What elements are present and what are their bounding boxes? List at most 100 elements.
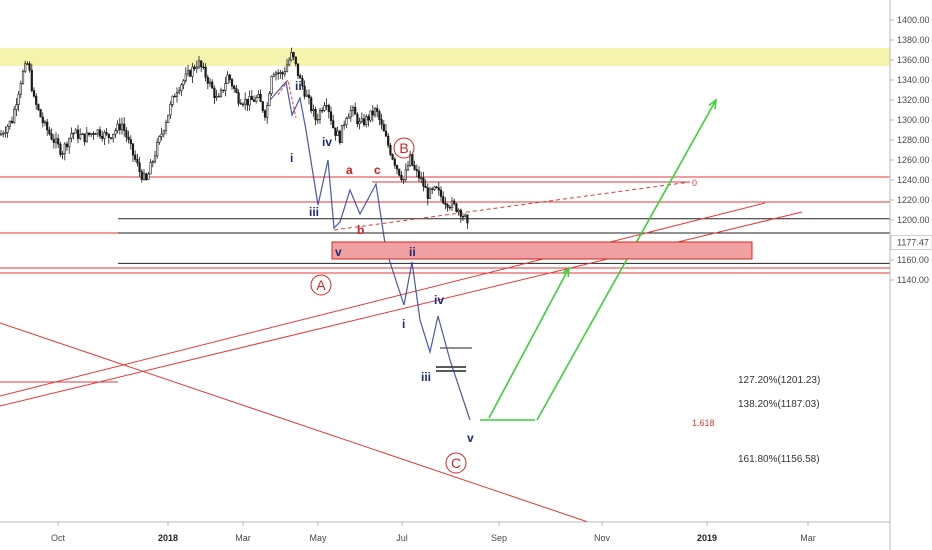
candle-body [61,153,64,155]
fib-label-1382: 138.20%(1187.03) [738,399,820,410]
candle-body [134,154,137,160]
candle-body [325,105,328,107]
candle-body [182,80,185,86]
wave-label-i-mid: i [402,317,405,331]
zone-label: 1.618 [692,418,715,428]
candle-body [327,105,330,113]
wave-label-ii-top: ii [295,79,302,93]
candle-body [332,120,335,129]
wave-A: A [310,274,332,296]
y-tick-label: 1320.00 [897,95,930,105]
candle-body [457,209,460,212]
candle-body [248,96,251,106]
y-tick-label: 1140.00 [897,275,929,285]
candle-body [266,105,269,118]
y-tick-label: 1340.00 [897,75,930,85]
x-axis-ticks: Oct 2018 Mar May Jul Sep Nov 2019 Mar [51,522,816,543]
candle-body [303,85,306,97]
wave-path [269,80,471,421]
candle-body [354,107,357,115]
candle-body [140,171,143,180]
candle-body [316,119,319,121]
candle-body [437,187,440,191]
candle-body [167,114,170,123]
candle-body [145,173,148,180]
candle-body [290,52,293,61]
candle-body [206,77,209,84]
candle-body [398,168,401,176]
candle-body [153,155,157,162]
candle-body [8,120,11,127]
candle-body [105,132,108,135]
candle-body [395,165,399,170]
candle-body [189,70,192,77]
candle-body [70,133,73,139]
candle-body [90,133,93,136]
candle-body [200,60,203,68]
candle-body [422,177,425,187]
candle-body [250,96,253,101]
fib-label-1272: 127.20%(1201.23) [738,375,820,386]
candle-body [252,99,256,102]
green-arrow-small-head [561,266,570,278]
candle-body [50,133,53,140]
candle-body [127,136,130,140]
candle-body [360,118,363,122]
candle-body [52,139,55,143]
fib-label-1618: 161.80%(1156.58) [738,454,820,465]
candle-body [301,77,304,87]
candle-body [202,66,205,69]
candle-body [376,108,379,112]
x-tick-label: May [309,533,327,543]
candle-body [409,154,412,166]
candle-body [371,110,374,116]
candle-body [72,132,75,135]
candle-body [26,63,29,65]
candle-body [345,118,348,125]
candle-body [112,133,115,139]
candle-body [446,204,449,208]
y-tick-label: 1220.00 [897,195,930,205]
candle-body [274,72,278,76]
candle-body [261,101,264,112]
descending-trendline [0,322,589,523]
candle-body [171,95,174,105]
y-tick-label: 1240.00 [897,175,930,185]
candle-body [158,136,161,143]
candle-body [147,173,150,180]
x-tick-label: 2019 [697,533,717,543]
channel-upper [0,202,766,397]
candle-body [107,133,110,138]
wave-label-iv-mid: iv [434,293,444,307]
candle-body [402,178,405,181]
candle-body [461,215,465,218]
candle-body [259,94,262,103]
candle-body [314,109,317,121]
candle-body [74,129,77,134]
candle-body [235,88,238,94]
candle-body [79,134,82,139]
y-tick-label: 1160.00 [897,255,929,265]
candle-body [455,203,458,212]
wave-label-ii-mid: ii [409,245,416,259]
candle-body [92,133,95,135]
plot-background [0,0,890,522]
x-tick-label: Mar [800,533,816,543]
target-label: 0 [692,178,697,188]
candle-body [186,70,190,75]
wave-dashed [277,78,297,119]
x-tick-label: 2018 [158,533,178,543]
candle-body [125,130,128,138]
candle-body [6,126,9,133]
wave-label-iv-b: iv [322,135,332,149]
candle-body [217,95,220,98]
candle-body [19,83,22,95]
candle-body [160,133,163,137]
candle-body [356,114,359,125]
candle-body [277,72,280,74]
candle-body [222,89,225,92]
candle-body [237,92,240,104]
candle-body [318,109,322,120]
candle-body [204,66,207,78]
